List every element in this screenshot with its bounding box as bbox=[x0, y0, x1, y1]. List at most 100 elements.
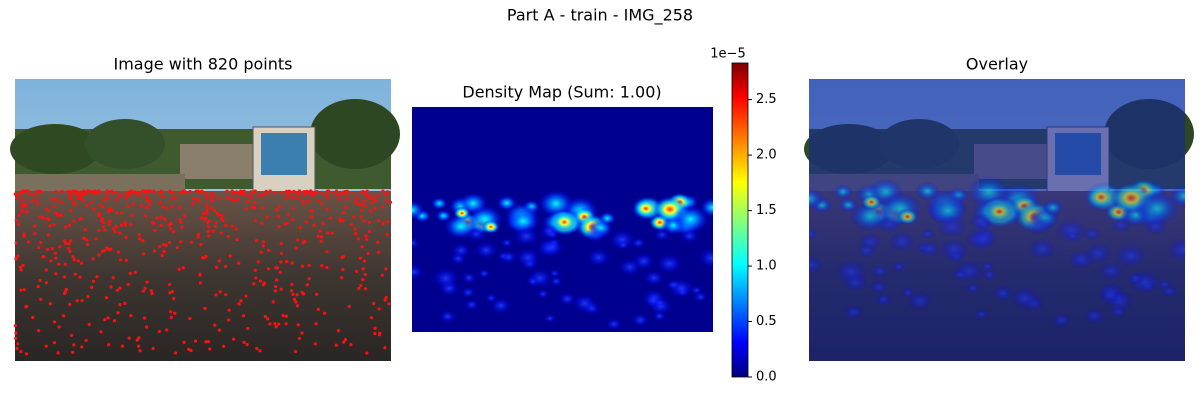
annotation-point bbox=[24, 189, 28, 193]
annotation-point bbox=[338, 197, 342, 202]
annotation-point bbox=[309, 209, 313, 213]
annotation-point bbox=[359, 283, 363, 288]
annotation-point bbox=[162, 242, 166, 247]
annotation-point bbox=[103, 228, 107, 232]
annotation-point bbox=[227, 308, 231, 312]
annotation-point bbox=[380, 273, 384, 277]
annotation-point bbox=[297, 189, 301, 193]
annotation-point bbox=[157, 245, 162, 249]
annotation-point bbox=[148, 198, 152, 202]
annotation-point bbox=[101, 225, 105, 229]
annotation-point bbox=[109, 208, 114, 212]
annotation-point bbox=[178, 205, 182, 209]
annotation-point bbox=[57, 325, 61, 329]
annotation-point bbox=[278, 205, 282, 209]
annotation-point bbox=[260, 193, 264, 197]
density-blob bbox=[433, 268, 459, 289]
density-blob bbox=[631, 237, 646, 249]
annotation-point bbox=[16, 222, 21, 226]
annotation-point bbox=[37, 328, 41, 333]
annotation-point bbox=[69, 239, 73, 243]
annotation-point bbox=[189, 348, 193, 353]
annotation-point bbox=[67, 190, 71, 194]
annotation-point bbox=[99, 219, 104, 223]
annotation-point bbox=[61, 314, 66, 318]
annotation-point bbox=[320, 191, 324, 195]
annotation-point bbox=[315, 190, 319, 194]
density-blob bbox=[1042, 199, 1064, 216]
annotation-point bbox=[249, 195, 253, 200]
annotation-point bbox=[97, 228, 101, 232]
annotation-point bbox=[80, 191, 84, 196]
annotation-point bbox=[220, 216, 224, 221]
density-blob bbox=[464, 299, 479, 311]
annotation-point bbox=[124, 235, 128, 239]
annotation-point bbox=[17, 213, 21, 217]
annotation-point bbox=[54, 272, 58, 276]
annotation-point bbox=[325, 207, 329, 211]
density-blob bbox=[690, 285, 703, 295]
annotation-point bbox=[209, 196, 213, 200]
annotation-point bbox=[194, 197, 199, 201]
annotation-point bbox=[210, 199, 214, 203]
density-blob bbox=[654, 228, 670, 241]
annotation-point bbox=[289, 289, 294, 293]
annotation-point bbox=[260, 221, 264, 225]
annotation-point bbox=[356, 237, 361, 241]
annotation-point bbox=[99, 330, 103, 334]
annotation-point bbox=[118, 231, 122, 235]
density-blob bbox=[490, 297, 511, 314]
annotation-point bbox=[368, 229, 372, 234]
annotation-point bbox=[384, 192, 389, 196]
annotation-point bbox=[147, 203, 152, 207]
density-blob bbox=[412, 238, 420, 248]
density-blob bbox=[573, 294, 597, 313]
annotation-point bbox=[334, 189, 339, 193]
annotation-point bbox=[301, 198, 305, 202]
annotation-point bbox=[170, 205, 174, 209]
annotation-point bbox=[300, 331, 304, 335]
density-blob bbox=[526, 276, 540, 287]
density-blob bbox=[514, 226, 539, 246]
annotation-point bbox=[242, 193, 246, 197]
annotation-point bbox=[36, 284, 40, 289]
annotation-point bbox=[107, 209, 111, 214]
annotation-point bbox=[273, 284, 278, 289]
annotation-point bbox=[205, 192, 209, 196]
annotation-point bbox=[86, 189, 90, 193]
annotation-point bbox=[328, 216, 332, 220]
annotation-point bbox=[242, 340, 246, 345]
annotation-point bbox=[373, 326, 377, 330]
density-blob bbox=[633, 199, 658, 218]
annotation-point bbox=[370, 200, 374, 205]
density-blob bbox=[1083, 308, 1105, 324]
density-blob bbox=[843, 304, 864, 320]
annotation-point bbox=[107, 219, 112, 224]
annotation-point bbox=[107, 222, 111, 227]
annotation-point bbox=[143, 190, 147, 194]
annotation-point bbox=[279, 251, 284, 255]
annotation-point bbox=[265, 192, 269, 196]
annotation-point bbox=[97, 189, 101, 193]
density-blob bbox=[549, 269, 561, 278]
annotation-point bbox=[319, 235, 324, 239]
annotation-point bbox=[214, 265, 219, 269]
annotation-point bbox=[309, 193, 314, 198]
annotation-point bbox=[365, 351, 369, 355]
annotation-point bbox=[286, 221, 290, 225]
annotation-point bbox=[20, 205, 24, 209]
density-blob bbox=[1127, 271, 1145, 285]
annotation-point bbox=[146, 199, 150, 203]
annotation-point bbox=[228, 254, 232, 258]
annotation-point bbox=[279, 287, 283, 291]
annotation-point bbox=[193, 339, 198, 343]
annotation-point bbox=[109, 247, 113, 251]
annotation-point bbox=[381, 189, 385, 193]
annotation-point bbox=[271, 300, 275, 304]
annotation-point bbox=[211, 229, 215, 233]
annotation-point bbox=[236, 197, 240, 201]
annotation-point bbox=[141, 289, 145, 293]
annotation-point bbox=[69, 197, 73, 201]
annotation-point bbox=[33, 231, 37, 236]
